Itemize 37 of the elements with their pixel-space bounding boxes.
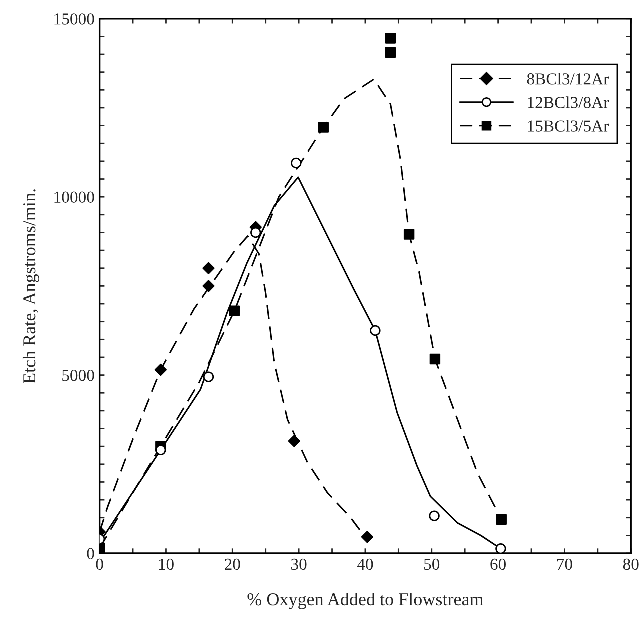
point xyxy=(291,158,302,169)
y-tick-label: 10000 xyxy=(54,192,94,204)
legend-label: 15BCl3/5Ar xyxy=(528,120,609,132)
legend-label: 8BCl3/12Ar xyxy=(527,73,609,85)
point xyxy=(385,47,396,58)
point xyxy=(429,510,440,522)
point xyxy=(496,544,506,554)
point xyxy=(156,444,166,456)
x-tick-label: 50 xyxy=(424,558,440,570)
point xyxy=(229,306,240,316)
point xyxy=(361,531,374,544)
x-tick-label: 10 xyxy=(159,558,174,570)
point xyxy=(250,227,262,238)
y-axis-title: Etch Rate, Angstroms/min. xyxy=(22,190,40,384)
legend-label: 12BCl3/8Ar xyxy=(528,96,609,108)
point xyxy=(288,435,300,448)
point xyxy=(154,364,167,376)
x-tick-label: 30 xyxy=(292,558,307,570)
point xyxy=(496,514,507,526)
x-tick-label: 70 xyxy=(557,558,572,570)
point xyxy=(318,122,329,133)
x-tick-label: 60 xyxy=(490,558,506,570)
x-tick-label: 20 xyxy=(225,558,240,570)
point xyxy=(202,262,215,274)
x-axis-title: % Oxygen Added to Flowstream xyxy=(248,592,484,610)
point xyxy=(385,33,396,44)
point xyxy=(404,229,415,240)
point xyxy=(430,354,441,365)
y-tick-label: 0 xyxy=(87,548,94,560)
y-tick-label: 15000 xyxy=(54,14,94,25)
x-tick-label: 0 xyxy=(96,558,104,570)
point xyxy=(203,372,214,382)
x-tick-label: 80 xyxy=(623,558,639,570)
x-tick-label: 40 xyxy=(357,558,374,570)
point xyxy=(370,325,381,336)
point xyxy=(202,280,215,292)
y-tick-label: 5000 xyxy=(62,370,94,382)
